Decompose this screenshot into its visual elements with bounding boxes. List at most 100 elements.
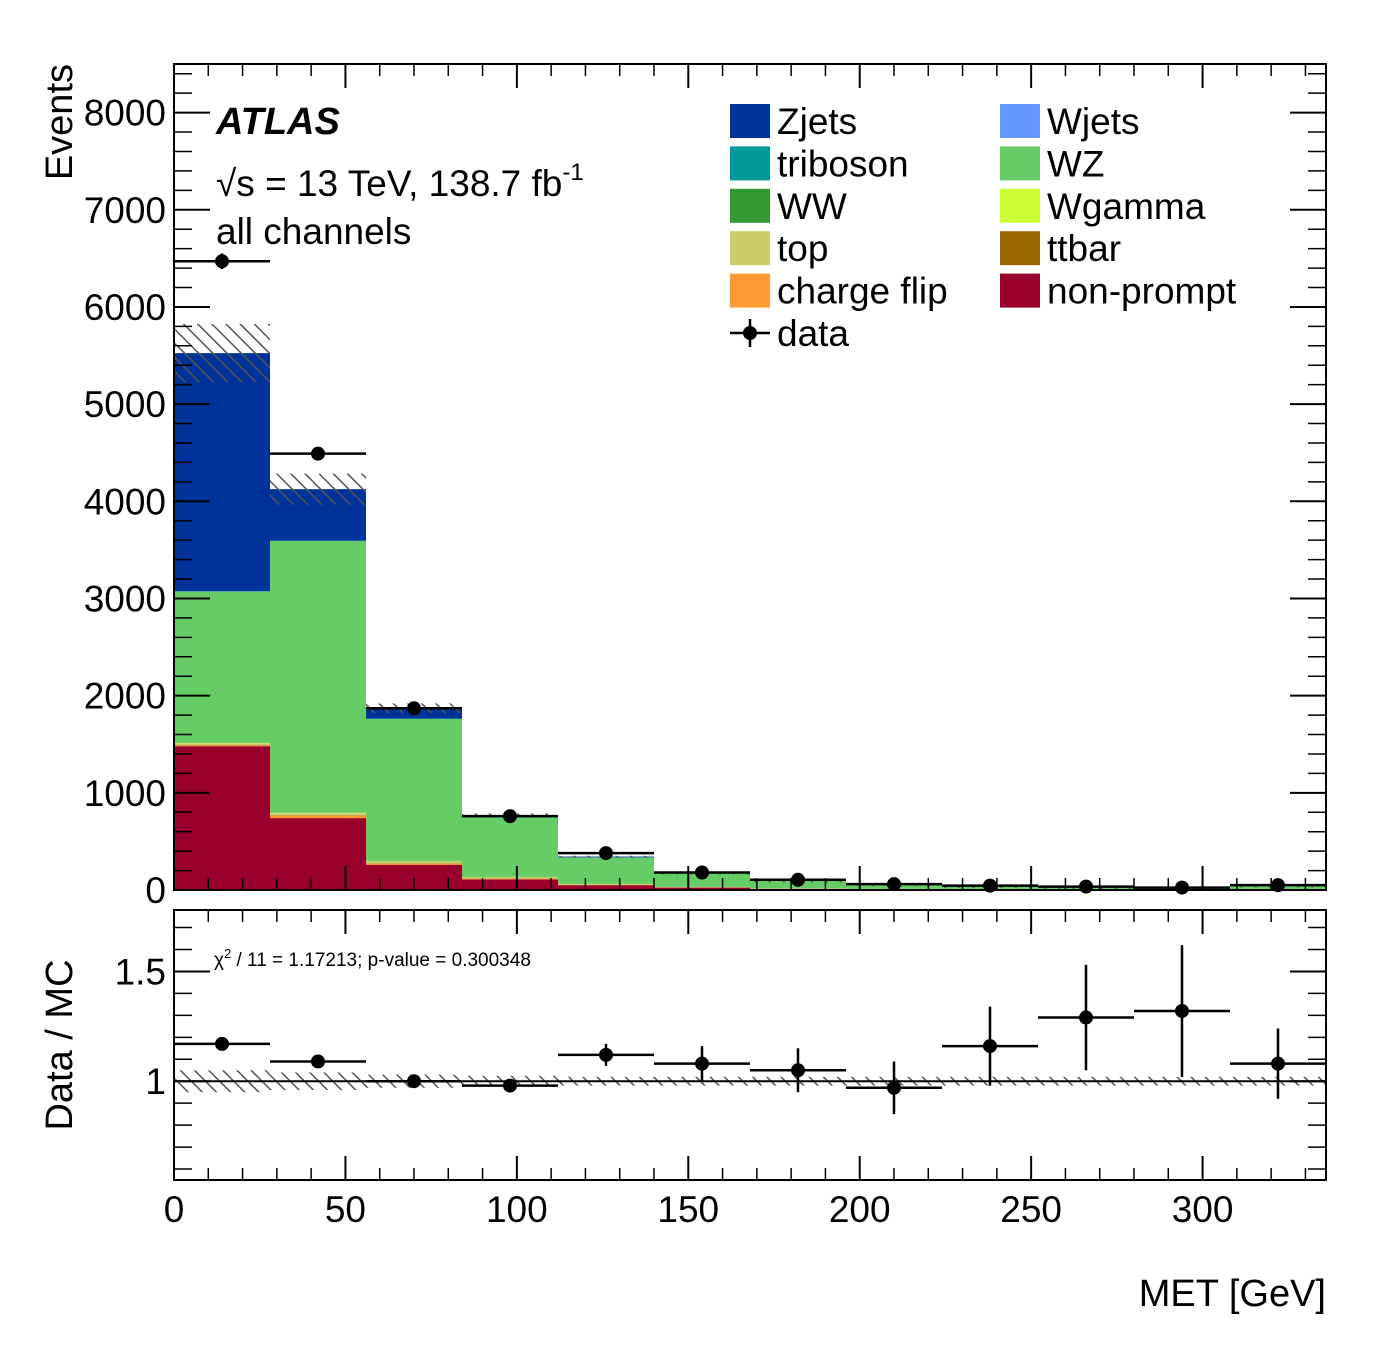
bar-WZ-bin-1 bbox=[270, 541, 366, 813]
data-point-bin-9 bbox=[1079, 879, 1093, 894]
y-tick-label: 4000 bbox=[84, 481, 166, 522]
legend-label-data: data bbox=[777, 313, 849, 354]
legend-swatch-non-prompt bbox=[1000, 273, 1040, 308]
y-tick-label: 1000 bbox=[84, 773, 166, 814]
ratio-points bbox=[174, 945, 1326, 1115]
bar-WZ-bin-4 bbox=[558, 857, 654, 884]
bar-non-prompt-bin-5 bbox=[654, 887, 750, 890]
y-tick-label: 7000 bbox=[84, 190, 166, 231]
energy-lumi-label: √s = 13 TeV, 138.7 fb-1 bbox=[216, 159, 584, 204]
x-tick-label: 50 bbox=[325, 1189, 366, 1230]
ratio-point-bin-1 bbox=[311, 1054, 325, 1069]
legend-label-WW: WW bbox=[777, 186, 847, 227]
legend-swatch-WZ bbox=[1000, 146, 1040, 181]
bar-WZ-bin-5 bbox=[654, 873, 750, 887]
bar-WZ-bin-2 bbox=[366, 718, 462, 861]
bar-top-bin-2 bbox=[366, 861, 462, 864]
ratio-y-tick-label: 1 bbox=[145, 1061, 166, 1102]
legend-swatch-charge-flip bbox=[730, 273, 770, 308]
ratio-y-tick-label: 1.5 bbox=[115, 951, 166, 992]
bar-charge-flip-bin-2 bbox=[366, 863, 462, 865]
top-y-axis-label: Events bbox=[39, 64, 81, 180]
legend-label-Wgamma: Wgamma bbox=[1047, 186, 1206, 227]
ratio-point-bin-4 bbox=[599, 1047, 613, 1062]
data-point-bin-11 bbox=[1271, 878, 1285, 893]
axis-ticks bbox=[173, 64, 1326, 1180]
data-point-bin-1 bbox=[311, 446, 325, 461]
y-tick-label: 8000 bbox=[84, 93, 166, 134]
bar-WZ-bin-0 bbox=[174, 591, 270, 743]
bar-Zjets-bin-0 bbox=[174, 353, 270, 592]
ratio-point-bin-11 bbox=[1271, 1056, 1285, 1071]
legend-label-ttbar: ttbar bbox=[1047, 228, 1121, 269]
x-tick-label: 250 bbox=[1000, 1189, 1062, 1230]
stats-annotation: χ2 / 11 = 1.17213; p-value = 0.300348 bbox=[214, 946, 531, 971]
bar-non-prompt-bin-3 bbox=[462, 879, 558, 890]
ratio-point-bin-10 bbox=[1175, 1003, 1189, 1018]
legend-label-WZ: WZ bbox=[1047, 143, 1105, 184]
ratio-point-bin-5 bbox=[695, 1056, 709, 1071]
bar-non-prompt-bin-4 bbox=[558, 885, 654, 890]
data-point-bin-3 bbox=[503, 809, 517, 824]
y-tick-label: 5000 bbox=[84, 384, 166, 425]
ratio-point-bin-9 bbox=[1079, 1010, 1093, 1025]
ratio-point-bin-6 bbox=[791, 1063, 805, 1078]
axis-tick-labels: 0 50 100 150 200 250 3000100020003000400050006… bbox=[84, 93, 1234, 1230]
y-tick-label: 2000 bbox=[84, 676, 166, 717]
ratio-point-bin-0 bbox=[215, 1036, 229, 1051]
x-tick-label: 0 bbox=[164, 1189, 185, 1230]
legend-label-charge-flip: charge flip bbox=[777, 271, 948, 312]
atlas-label: ATLAS bbox=[215, 101, 340, 143]
bar-charge-flip-bin-3 bbox=[462, 878, 558, 880]
legend-marker-data bbox=[743, 326, 757, 340]
ratio-point-bin-3 bbox=[503, 1078, 517, 1093]
data-point-bin-6 bbox=[791, 872, 805, 887]
y-tick-label: 0 bbox=[145, 870, 166, 911]
y-tick-label: 6000 bbox=[84, 287, 166, 328]
ratio-point-bin-7 bbox=[887, 1080, 901, 1095]
ratio-point-bin-8 bbox=[983, 1039, 997, 1054]
x-tick-label: 200 bbox=[829, 1189, 891, 1230]
bar-non-prompt-bin-0 bbox=[174, 746, 270, 890]
mc-unc-bin-1 bbox=[270, 473, 366, 505]
y-tick-label: 3000 bbox=[84, 578, 166, 619]
legend-label-Wjets: Wjets bbox=[1047, 101, 1140, 142]
ratio-y-axis-label: Data / MC bbox=[39, 959, 81, 1130]
data-point-bin-4 bbox=[599, 846, 613, 861]
data-point-bin-10 bbox=[1175, 880, 1189, 895]
legend-label-top: top bbox=[777, 228, 828, 269]
legend-swatch-Zjets bbox=[730, 104, 770, 138]
mc-unc-bin-0 bbox=[174, 323, 270, 383]
stacked-histogram bbox=[174, 353, 1326, 890]
ratio-point-bin-2 bbox=[407, 1074, 421, 1089]
legend-label-Zjets: Zjets bbox=[777, 101, 857, 142]
legend-swatch-Wjets bbox=[1000, 104, 1040, 138]
x-tick-label: 300 bbox=[1172, 1189, 1234, 1230]
bar-top-bin-1 bbox=[270, 813, 366, 816]
data-point-bin-5 bbox=[695, 865, 709, 880]
legend: Zjets Wjets triboson WZ WW Wgamma top ttbar char… bbox=[730, 101, 1237, 354]
bar-charge-flip-bin-1 bbox=[270, 815, 366, 819]
x-tick-label: 150 bbox=[657, 1189, 719, 1230]
legend-label-triboson: triboson bbox=[777, 143, 909, 184]
bar-charge-flip-bin-0 bbox=[174, 745, 270, 747]
ratio-panel-frame bbox=[173, 909, 1327, 1181]
data-point-bin-0 bbox=[215, 254, 229, 269]
bar-top-bin-0 bbox=[174, 743, 270, 745]
top-panel-frame bbox=[173, 63, 1327, 891]
legend-swatch-top bbox=[730, 231, 770, 266]
bar-non-prompt-bin-1 bbox=[270, 818, 366, 890]
legend-swatch-triboson bbox=[730, 146, 770, 181]
x-axis-label: MET [GeV] bbox=[1139, 1273, 1326, 1315]
legend-swatch-Wgamma bbox=[1000, 188, 1040, 223]
legend-label-non-prompt: non-prompt bbox=[1047, 271, 1237, 312]
channel-label: all channels bbox=[216, 211, 411, 252]
data-points bbox=[174, 253, 1326, 895]
data-point-bin-2 bbox=[407, 701, 421, 716]
x-tick-label: 100 bbox=[486, 1189, 548, 1230]
bar-top-bin-3 bbox=[462, 877, 558, 879]
legend-swatch-WW bbox=[730, 188, 770, 223]
legend-swatch-ttbar bbox=[1000, 231, 1040, 266]
bar-WZ-bin-3 bbox=[462, 817, 558, 877]
